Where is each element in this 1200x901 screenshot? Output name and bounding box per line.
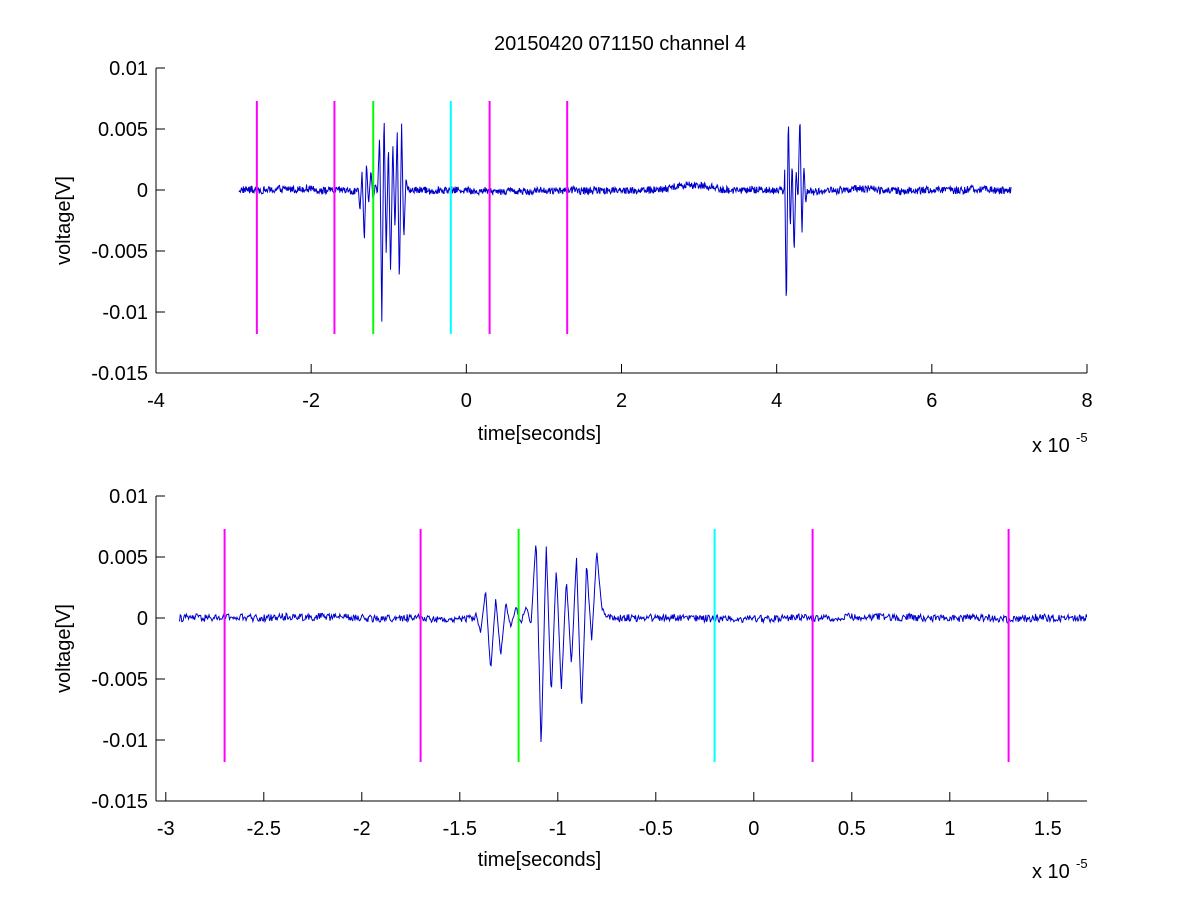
- x-tick-label: -1: [549, 818, 567, 840]
- x-tick-label: 6: [926, 390, 937, 412]
- x-exponent-label: x 10: [1032, 861, 1070, 883]
- x-tick-label: -1.5: [443, 818, 477, 840]
- y-tick-label: 0.005: [98, 119, 148, 141]
- y-tick-label: -0.01: [102, 302, 148, 324]
- y-tick-label: 0.01: [109, 58, 148, 80]
- y-axis-label: voltage[V]: [53, 604, 75, 693]
- x-exponent-label: x 10: [1032, 435, 1070, 457]
- x-tick-label: 8: [1081, 390, 1092, 412]
- y-tick-label: -0.005: [91, 669, 148, 691]
- x-tick-label: 1: [944, 818, 955, 840]
- x-tick-label: 1.5: [1034, 818, 1062, 840]
- y-tick-label: 0: [137, 180, 148, 202]
- x-axis-label: time[seconds]: [478, 423, 601, 445]
- y-tick-label: -0.01: [102, 730, 148, 752]
- y-tick-label: 0.01: [109, 486, 148, 508]
- x-tick-label: 0: [748, 818, 759, 840]
- y-tick-label: -0.015: [91, 363, 148, 385]
- x-tick-label: -4: [147, 390, 165, 412]
- x-tick-label: 4: [771, 390, 782, 412]
- figure-title: 20150420 071150 channel 4: [494, 33, 746, 55]
- x-tick-label: -2: [302, 390, 320, 412]
- x-tick-label: 0: [461, 390, 472, 412]
- x-tick-label: -0.5: [639, 818, 673, 840]
- y-tick-label: -0.015: [91, 791, 148, 813]
- y-tick-label: 0.005: [98, 547, 148, 569]
- x-tick-label: -2.5: [247, 818, 281, 840]
- y-axis-label: voltage[V]: [53, 176, 75, 265]
- plot-top: 0.01 0.005 0 -0.005 -0.01 -0.015 -4 -2 0 2 4 6 8 time…: [53, 58, 1093, 457]
- y-tick-label: -0.005: [91, 241, 148, 263]
- x-tick-label: 2: [616, 390, 627, 412]
- x-exponent-power: -5: [1076, 856, 1088, 871]
- x-tick-label: -3: [157, 818, 175, 840]
- x-tick-label: -2: [353, 818, 371, 840]
- plot-bottom: 0.01 0.005 0 -0.005 -0.01 -0.015 -3 -2.5 -2 -1.5 -…: [53, 486, 1088, 883]
- x-axis-label: time[seconds]: [478, 849, 601, 871]
- waveform-series: [179, 545, 1087, 742]
- x-tick-label: 0.5: [838, 818, 866, 840]
- y-tick-label: 0: [137, 608, 148, 630]
- x-exponent-power: -5: [1076, 430, 1088, 445]
- waveform-series: [238, 122, 1012, 322]
